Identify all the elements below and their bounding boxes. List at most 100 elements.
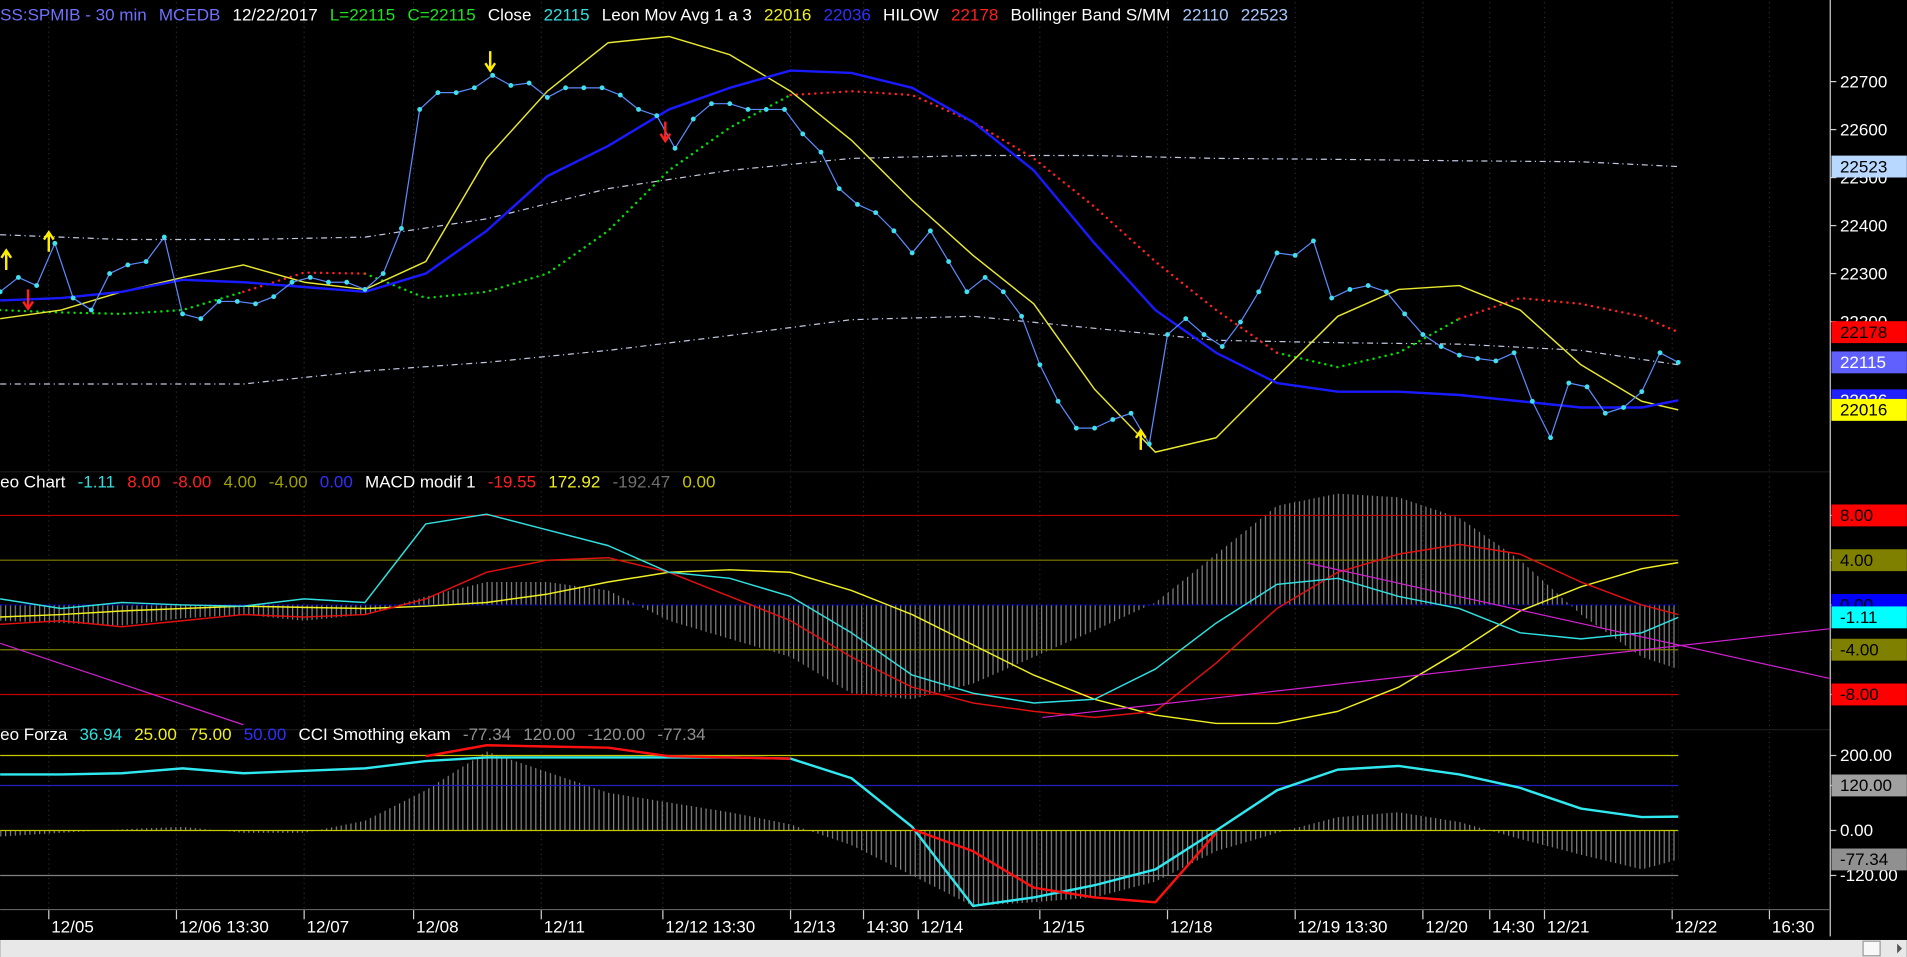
legend-entry: MCEDB	[159, 5, 220, 24]
data-point	[745, 107, 751, 112]
data-point	[690, 116, 696, 122]
value-marker-label: -1.11	[1840, 608, 1878, 627]
scrollbar-thumb[interactable]	[1862, 940, 1881, 957]
legend-entry: -120.00	[588, 725, 646, 744]
value-marker-label: 22115	[1840, 353, 1886, 372]
data-point	[1420, 332, 1426, 337]
legend-entry: HILOW	[883, 5, 939, 24]
data-point	[909, 250, 915, 256]
data-point	[1219, 344, 1225, 349]
data-point	[471, 85, 477, 91]
legend-entry: 22036	[824, 5, 871, 24]
data-point	[52, 240, 58, 246]
data-point	[70, 295, 76, 301]
data-point	[417, 107, 423, 112]
value-marker	[1831, 606, 1907, 629]
down-arrow	[484, 51, 497, 73]
data-point	[782, 107, 787, 112]
x-tick-label: 12/07	[307, 917, 350, 936]
data-point	[1675, 359, 1681, 365]
legend-entry: 50.00	[244, 725, 287, 744]
data-point	[15, 274, 21, 280]
data-point	[636, 107, 641, 112]
data-point	[1657, 350, 1663, 356]
legend-entry: L=22115	[330, 5, 395, 24]
data-point	[836, 186, 842, 192]
x-tick-label: 12/14	[921, 917, 964, 936]
y-tick-label: -8.00	[1840, 685, 1879, 704]
data-point	[982, 274, 988, 280]
data-point	[1347, 286, 1353, 292]
data-point	[1311, 238, 1316, 244]
legend-entry: MACD modif 1	[365, 472, 476, 491]
data-point	[1493, 358, 1499, 364]
data-point	[1402, 311, 1408, 317]
up-arrow	[1134, 428, 1147, 450]
scrollbar-track[interactable]	[0, 939, 1907, 957]
data-point	[307, 274, 313, 280]
data-point	[398, 226, 404, 231]
legend-entry: 0.00	[682, 472, 715, 491]
y-tick-label: -120.00	[1840, 866, 1898, 885]
legend-entry: -77.34	[657, 725, 705, 744]
signal-arrows	[0, 51, 1147, 450]
data-point	[946, 259, 952, 265]
legend-entry: 25.00	[134, 725, 177, 744]
x-tick-label: 12/18	[1170, 917, 1213, 936]
value-marker	[1831, 351, 1907, 374]
data-point	[253, 301, 258, 307]
data-point	[380, 271, 386, 277]
y-tick-label: -4.00	[1840, 640, 1879, 659]
data-point	[0, 289, 3, 295]
data-point	[873, 210, 879, 216]
legend-entry: -77.34	[463, 725, 511, 744]
data-point	[1201, 332, 1207, 337]
data-point	[1128, 410, 1134, 416]
data-point	[107, 271, 113, 277]
data-point	[1475, 356, 1481, 361]
data-point	[727, 101, 733, 107]
data-point	[161, 234, 167, 240]
series-line	[0, 756, 1679, 908]
scrollbar[interactable]	[0, 939, 1907, 957]
trend-line	[1307, 562, 1831, 680]
histogram	[0, 751, 1679, 906]
data-point	[1256, 289, 1262, 295]
data-point	[143, 259, 149, 265]
data-point	[234, 298, 240, 304]
series-line	[0, 69, 1679, 409]
data-point	[1511, 350, 1517, 356]
data-point	[362, 286, 368, 292]
data-point	[180, 311, 185, 317]
data-point	[435, 90, 441, 96]
trend-line	[1042, 628, 1831, 719]
data-point	[599, 85, 605, 91]
data-point	[88, 307, 94, 313]
y-tick-label: 200.00	[1840, 746, 1892, 765]
legend-entry: Leon Mov Avg 1 a 3	[602, 5, 752, 24]
data-point	[763, 107, 769, 112]
x-tick-label: 12/05	[51, 917, 94, 936]
legend-entry: 12/22/2017	[232, 5, 317, 24]
down-arrow	[22, 289, 34, 312]
legend-entry: 0.00	[320, 472, 353, 491]
x-tick-label: 12/21	[1547, 917, 1590, 936]
data-point	[563, 85, 569, 91]
data-point	[1584, 384, 1590, 390]
series-line	[425, 744, 1218, 904]
data-point	[289, 279, 295, 285]
series-line	[0, 513, 1679, 704]
y-tick-box	[1831, 549, 1907, 572]
data-point	[1329, 295, 1335, 301]
legend-entry: -19.55	[488, 472, 536, 491]
data-point	[818, 149, 824, 155]
series-line	[0, 35, 1679, 453]
data-point	[891, 228, 897, 234]
x-tick-label: 12/15	[1042, 917, 1085, 936]
data-point	[654, 113, 660, 119]
y-tick-box	[1831, 774, 1907, 797]
value-marker-label: 22523	[1840, 157, 1887, 176]
data-point	[1621, 405, 1626, 410]
scroll-right[interactable]	[1897, 943, 1902, 954]
